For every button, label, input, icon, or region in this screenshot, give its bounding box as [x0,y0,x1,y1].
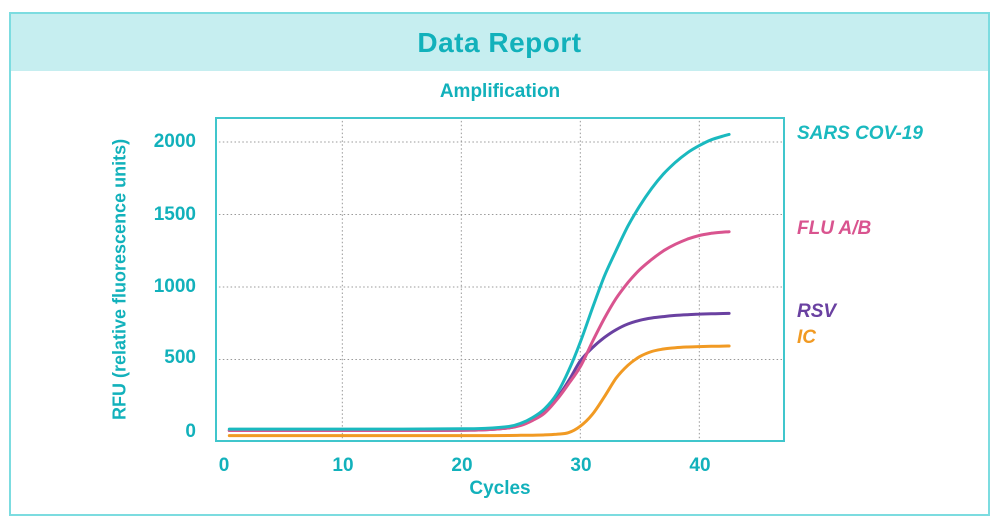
legend-label-flu-a-b: FLU A/B [797,218,872,239]
y-tick-label: 1500 [153,204,196,225]
x-tick-label: 40 [689,455,711,476]
x-axis-label: Cycles [469,478,531,499]
report-title: Data Report [417,26,582,58]
x-tick-label: 10 [332,455,354,476]
legend-label-ic: IC [797,327,816,348]
legend-label-sars-cov-19: SARS COV-19 [797,123,923,144]
legend-label-rsv: RSV [797,301,837,322]
y-tick-label: 0 [185,421,196,442]
y-tick-label: 500 [164,347,196,368]
y-tick-label: 1000 [153,276,196,297]
report-header: Data Report [11,14,988,71]
chart-title: Amplification [439,81,561,102]
report-card: Data Report Amplification RFU (relative … [9,12,990,516]
x-tick-label: 30 [570,455,592,476]
y-tick-label: 2000 [153,131,196,152]
amplification-plot [215,117,785,442]
x-tick-label: 20 [451,455,473,476]
x-tick-label: 0 [218,455,230,476]
